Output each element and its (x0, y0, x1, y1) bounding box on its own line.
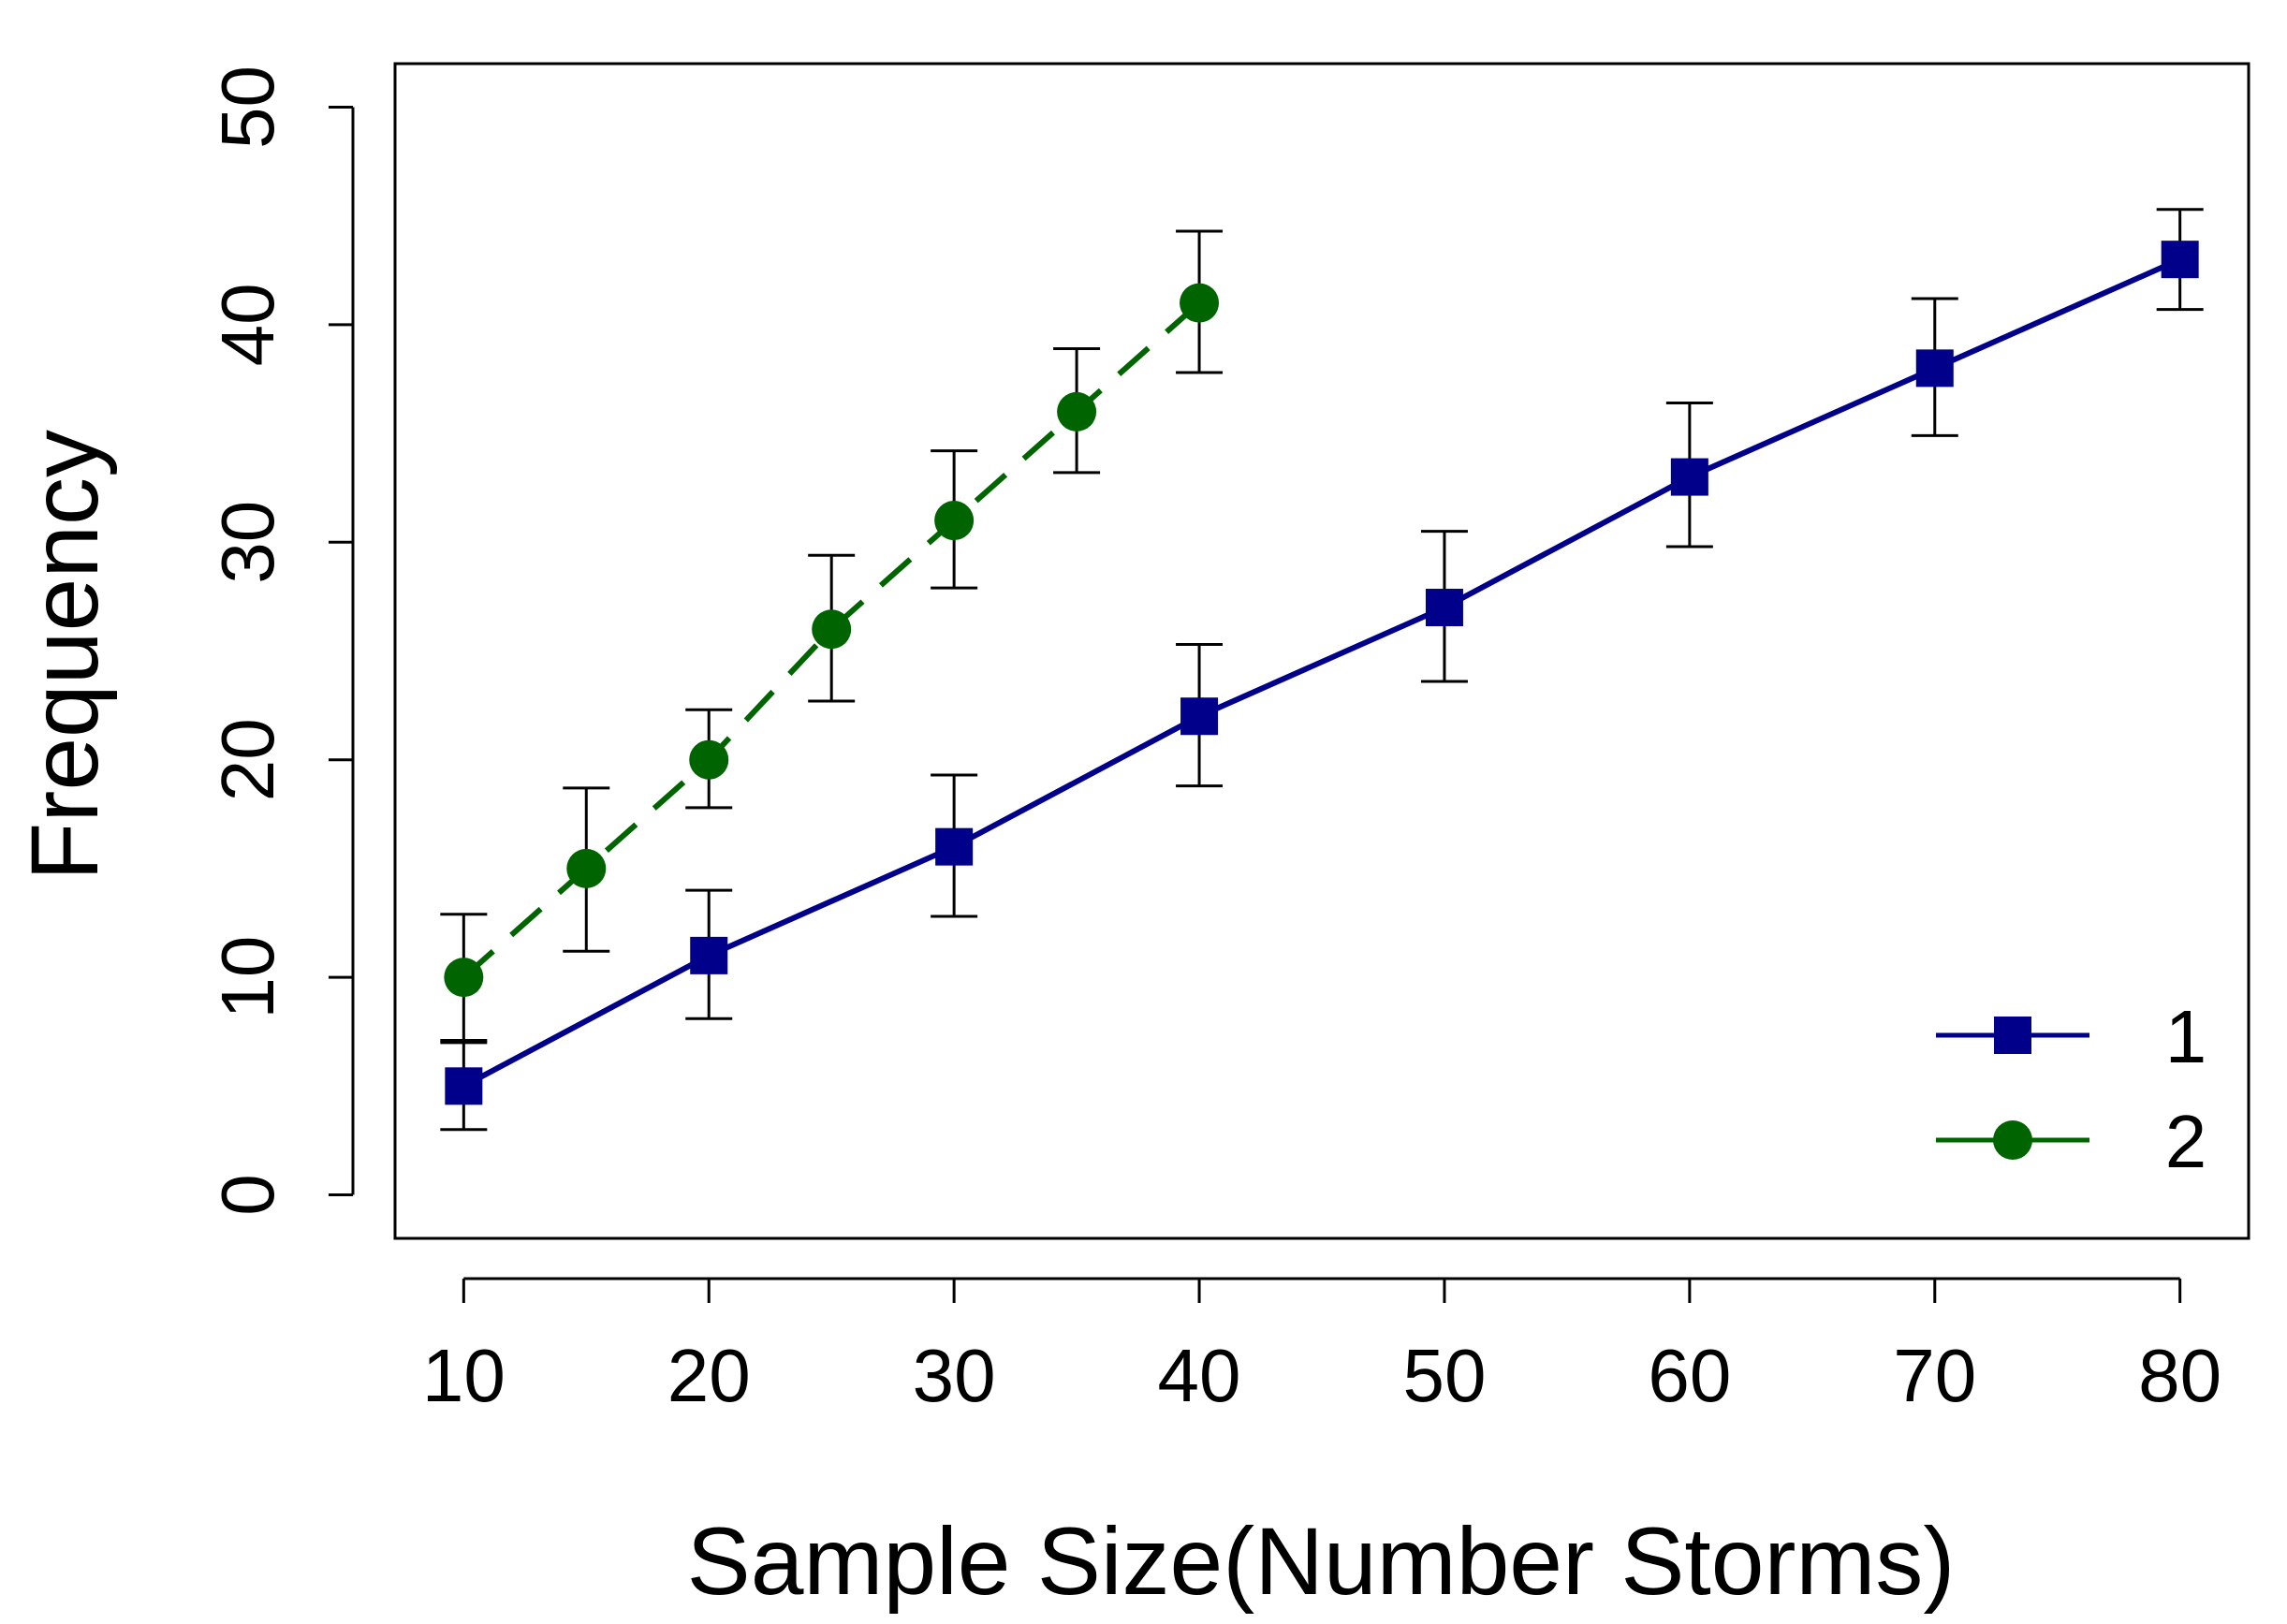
x-tick-label: 70 (1893, 1334, 1976, 1417)
series-1-line (462, 256, 2181, 1089)
y-axis-title: Frequency (11, 430, 118, 881)
y-axis: 0 10 20 30 40 50 (206, 66, 355, 1216)
data-point (689, 739, 729, 780)
x-axis-title: Sample Size(Number Storms) (687, 1508, 1956, 1615)
x-tick-label: 20 (667, 1334, 751, 1417)
data-point (935, 827, 974, 866)
x-axis: 10 20 30 40 50 60 70 80 (422, 1277, 2221, 1417)
series-layer (440, 208, 2204, 1132)
x-tick-label: 60 (1648, 1334, 1731, 1417)
legend-marker-2 (1993, 1120, 2032, 1160)
legend-marker-1 (1994, 1017, 2031, 1054)
data-point (690, 936, 728, 974)
plot-frame (393, 62, 2250, 1240)
legend-label-1: 1 (2165, 995, 2207, 1078)
x-tick-label: 80 (2138, 1334, 2221, 1417)
series-1 (440, 208, 2204, 1132)
data-point (2161, 241, 2199, 279)
data-point (1670, 458, 1708, 496)
y-tick-label: 20 (206, 718, 289, 801)
y-tick-label: 50 (206, 66, 289, 149)
y-tick-label: 10 (206, 936, 289, 1019)
data-point (444, 958, 484, 998)
data-point (1180, 697, 1219, 736)
x-tick-label: 10 (422, 1334, 506, 1417)
data-point (1915, 349, 1954, 388)
series-2 (440, 229, 1224, 1045)
legend: 12 (1936, 995, 2206, 1183)
data-point (566, 848, 607, 888)
data-point (934, 501, 975, 541)
data-point (1057, 391, 1097, 432)
y-tick-label: 30 (206, 501, 289, 584)
data-point (812, 609, 852, 650)
y-tick-label: 0 (206, 1174, 289, 1216)
data-point (445, 1067, 483, 1105)
legend-label-2: 2 (2165, 1100, 2207, 1183)
x-tick-label: 30 (913, 1334, 996, 1417)
x-tick-label: 40 (1158, 1334, 1241, 1417)
data-point (1425, 589, 1463, 627)
y-tick-label: 40 (206, 283, 289, 366)
data-point (1180, 283, 1220, 323)
x-tick-label: 50 (1402, 1334, 1486, 1417)
